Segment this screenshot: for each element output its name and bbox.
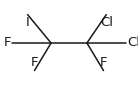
Text: F: F xyxy=(4,36,11,50)
Text: I: I xyxy=(26,16,30,29)
Text: Cl: Cl xyxy=(100,16,113,29)
Text: F: F xyxy=(31,56,38,69)
Text: Cl: Cl xyxy=(127,36,138,50)
Text: F: F xyxy=(100,56,107,69)
